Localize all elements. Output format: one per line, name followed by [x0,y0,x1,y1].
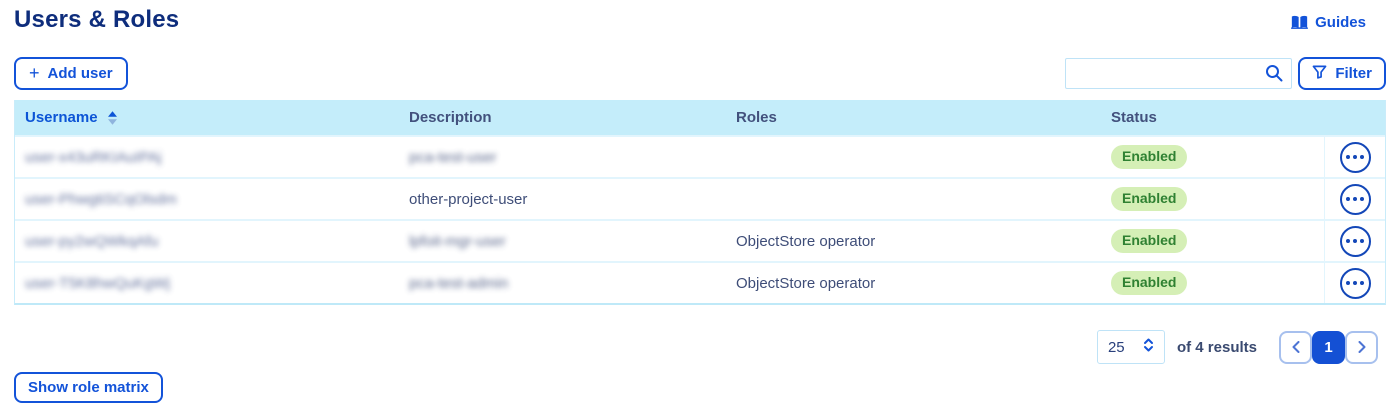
funnel-icon [1312,65,1327,83]
plus-icon: + [29,63,40,83]
cell-actions [1324,263,1385,303]
table-row: user-x43uRKIAuIPAj pca-test-user Enabled [15,135,1385,177]
page-number-button[interactable]: 1 [1312,330,1345,364]
users-table: Username Description Roles Status user-x… [14,100,1386,305]
cell-description: other-project-user [409,190,528,208]
cell-actions [1324,179,1385,219]
cell-status: Enabled [1111,271,1324,295]
column-header-username[interactable]: Username [15,109,409,126]
table-row: user-py2wQWkqAfu lpfoit-mgr-user ObjectS… [15,219,1385,261]
cell-status: Enabled [1111,145,1324,169]
show-role-matrix-label: Show role matrix [28,379,149,396]
cell-actions [1324,137,1385,177]
next-page-button[interactable] [1345,330,1378,364]
status-badge: Enabled [1111,145,1188,169]
results-count: of 4 results [1176,338,1257,356]
page-size-value: 25 [1107,338,1125,356]
search-input[interactable] [1065,58,1292,89]
cell-description: lpfoit-mgr-user [409,232,506,250]
add-user-label: Add user [47,65,113,82]
status-badge: Enabled [1111,187,1188,211]
cell-username: user-PhwgtiSCqOlsdm [25,190,177,208]
table-row: user-T5K8hwQuKgWj pca-test-admin ObjectS… [15,261,1385,303]
cell-description: pca-test-admin [409,274,509,292]
filter-label: Filter [1335,65,1372,82]
filter-button[interactable]: Filter [1298,57,1386,90]
row-actions-button[interactable] [1339,141,1371,173]
pager: 1 [1279,330,1378,364]
book-icon [1291,15,1309,30]
guides-link[interactable]: Guides [1291,14,1366,31]
pagination: 25 of 4 results 1 [1096,330,1378,364]
sort-icon [107,110,117,125]
search-icon[interactable] [1264,63,1284,88]
row-actions-button[interactable] [1339,225,1371,257]
column-header-description: Description [409,109,492,126]
row-actions-button[interactable] [1339,183,1371,215]
column-label: Username [25,109,98,126]
table-row: user-PhwgtiSCqOlsdm other-project-user E… [15,177,1385,219]
show-role-matrix-button[interactable]: Show role matrix [14,372,163,403]
add-user-button[interactable]: + Add user [14,57,128,90]
cell-username: user-T5K8hwQuKgWj [25,274,171,292]
row-actions-button[interactable] [1339,267,1371,299]
cell-username: user-x43uRKIAuIPAj [25,148,162,166]
column-header-status: Status [1111,109,1157,126]
cell-roles: ObjectStore operator [736,274,876,292]
cell-description: pca-test-user [409,148,497,166]
cell-status: Enabled [1111,229,1324,253]
guides-label: Guides [1315,14,1366,31]
status-badge: Enabled [1111,229,1188,253]
select-arrows-icon [1143,338,1154,357]
cell-username: user-py2wQWkqAfu [25,232,159,250]
page-title: Users & Roles [14,6,180,33]
cell-actions [1324,221,1385,261]
search-box [1065,58,1292,89]
cell-roles: ObjectStore operator [736,232,876,250]
cell-status: Enabled [1111,187,1324,211]
page-size-select[interactable]: 25 [1096,330,1165,364]
status-badge: Enabled [1111,271,1188,295]
table-header-row: Username Description Roles Status [15,100,1385,135]
column-header-roles: Roles [736,109,777,126]
previous-page-button[interactable] [1279,330,1312,364]
